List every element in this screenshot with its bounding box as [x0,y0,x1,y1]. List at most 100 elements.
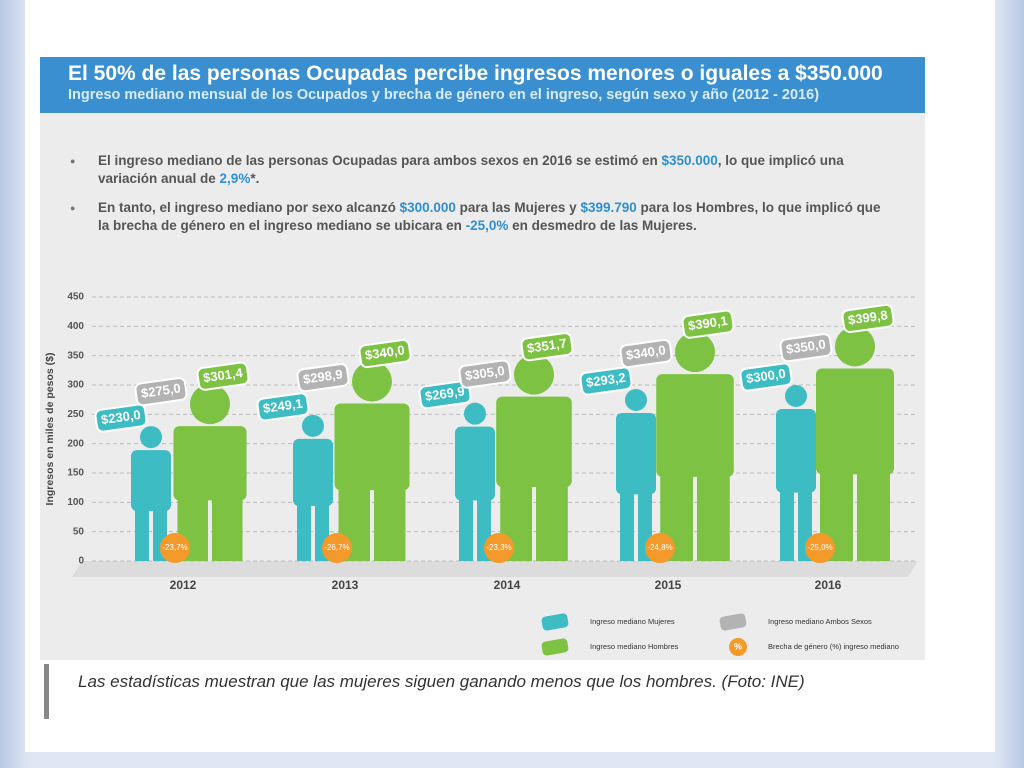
head [302,414,324,437]
x-tick-label: 2016 [815,578,842,592]
leg [212,498,243,561]
bullet-text: para las Mujeres y [455,200,581,215]
bullet-text: 2,9% [219,171,251,186]
gap-label: -23,3% [486,543,511,552]
leg [297,504,311,561]
bullet-text: para los Hombres, lo que implicó que la … [98,200,881,233]
head [835,326,875,367]
women-label-tag [94,403,148,433]
bullet-text: $399.790 [580,200,637,215]
head [464,402,486,425]
value-label: $230,0 [100,407,141,427]
gap-marker [805,533,835,563]
both-label: $275,0 [134,377,188,407]
person [131,426,171,561]
y-axis-label: Ingresos en miles de pesos ($) [44,353,56,506]
leg [536,485,568,561]
value-label: $340,0 [625,342,666,362]
gap-marker [160,533,190,563]
bullet: El ingreso mediano de las personas Ocupa… [70,152,888,188]
women-label-tag [579,366,633,396]
torso [616,412,656,495]
torso [131,450,171,512]
women-label-tag [739,362,793,392]
x-tick-label: 2013 [332,578,359,592]
women-label: $269,9 [418,380,472,410]
torso [173,426,247,501]
head [675,332,715,373]
head [514,354,554,395]
leg [620,492,634,561]
men-label-tag [196,361,250,391]
legend-label: Brecha de género (%) ingreso mediano [768,642,899,651]
subtitle: Ingreso mediano mensual de los Ocupados … [68,87,820,103]
men-label-tag [520,332,574,362]
bullet-text: $300.000 [399,200,456,215]
person [616,388,656,561]
value-label: $399,8 [847,307,888,327]
both-label-tag [296,363,350,393]
legend-swatch [541,638,569,656]
torso [776,409,816,493]
value-label: $340,0 [364,342,405,362]
both-label-tag [619,338,673,369]
gap-marker [322,533,352,563]
value-label: $275,0 [140,380,181,400]
legend-swatch [541,613,569,631]
y-tick-label: 150 [67,468,84,479]
men-label-tag [681,309,735,339]
x-tick-label: 2015 [655,578,682,592]
legend-swatch [729,638,747,656]
women-label-tag [418,380,472,410]
gap-label: -26,7% [324,543,349,552]
women-label: $293,2 [579,366,633,396]
gap-marker [645,533,675,563]
legend-label: Ingreso mediano Hombres [590,642,679,651]
bullet-text: *. [250,171,260,186]
y-tick-label: 0 [78,556,84,567]
y-tick-label: 400 [67,321,84,332]
title-bar: El 50% de las personas Ocupadas percibe … [40,57,925,113]
women-label: $249,1 [256,392,310,422]
bullet-text: -25,0% [465,218,509,233]
y-tick-label: 100 [67,497,84,508]
head [140,426,162,449]
legend-label: Ingreso mediano Mujeres [590,617,675,626]
person [334,361,410,561]
legend-label: Ingreso mediano Ambos Sexos [768,617,872,626]
both-label: $350,0 [779,333,833,363]
leg [459,498,473,561]
value-label: $351,7 [526,335,567,355]
both-label-tag [779,333,833,363]
women-label: $230,0 [94,403,148,433]
torso [816,368,894,475]
head [785,385,807,407]
person [293,414,333,561]
bullet: En tanto, el ingreso mediano por sexo al… [70,199,888,235]
torso [496,396,572,488]
men-label-tag [841,303,895,334]
gap-label: -24,8% [647,543,672,552]
both-label-tag [134,377,188,407]
gap-label: -23,7% [162,543,187,552]
legend-symbol: % [734,641,742,651]
y-tick-label: 450 [67,292,84,303]
leg [374,488,406,561]
leg [135,509,149,561]
person [776,385,816,561]
bullet-text: En tanto, el ingreso mediano por sexo al… [98,200,400,215]
men-label: $390,1 [681,309,735,339]
legend-swatch [719,613,747,631]
person [656,332,734,561]
bullet-text: El ingreso mediano de las personas Ocupa… [98,153,662,168]
value-label: $269,9 [424,383,465,403]
y-tick-label: 200 [67,438,84,449]
person [455,402,495,561]
torso [334,403,410,491]
value-label: $301,4 [202,365,244,385]
x-tick-label: 2014 [494,578,521,592]
men-label: $351,7 [520,332,574,362]
y-tick-label: 300 [67,380,84,391]
